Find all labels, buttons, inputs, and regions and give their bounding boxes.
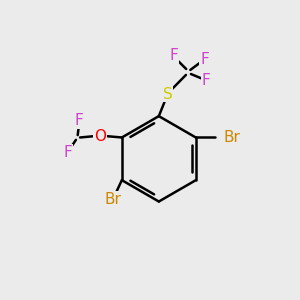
- Text: F: F: [169, 48, 178, 63]
- Text: Br: Br: [105, 192, 122, 207]
- Text: S: S: [163, 87, 172, 102]
- Text: Br: Br: [223, 130, 240, 145]
- Text: F: F: [75, 113, 83, 128]
- Text: F: F: [200, 52, 209, 67]
- Text: F: F: [202, 73, 210, 88]
- Text: F: F: [63, 145, 72, 160]
- Text: O: O: [94, 128, 106, 143]
